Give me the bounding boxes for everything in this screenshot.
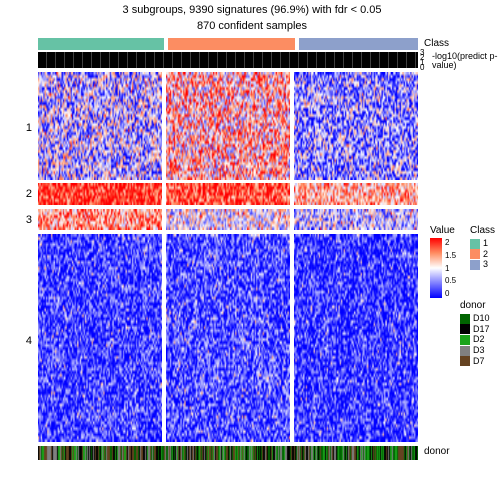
- pvalue-bar: [38, 52, 418, 68]
- legend-donor: donor D10D17D2D3D7: [460, 300, 490, 366]
- heatmap-panel: [166, 209, 290, 231]
- heatmap-panel: [294, 209, 418, 231]
- legend-class-item: 2: [470, 249, 495, 260]
- row-block-label: 4: [26, 335, 32, 347]
- legend-donor-item: D10: [460, 313, 490, 324]
- legend-value: Value 21.510.50: [430, 225, 456, 298]
- legend-class-title: Class: [470, 225, 495, 236]
- legend-class: Class 123: [470, 225, 495, 270]
- legend-donor-title: donor: [460, 300, 490, 311]
- legend-donor-item: D17: [460, 324, 490, 335]
- legend-donor-item: D7: [460, 356, 490, 367]
- heatmap-panel: [38, 209, 162, 231]
- class-annotation-bar: [38, 38, 418, 50]
- heatmap-panel: [38, 234, 162, 442]
- heatmap-row-block: 3: [38, 209, 418, 231]
- donor-annotation-bar: [38, 446, 418, 460]
- heatmap-panel: [294, 234, 418, 442]
- row-block-label: 3: [26, 214, 32, 226]
- class-segment: [168, 38, 294, 50]
- heatmap-panel: [166, 183, 290, 205]
- heatmap-panel: [38, 72, 162, 180]
- heatmap-row-block: 1: [38, 72, 418, 180]
- legend-donor-item: D2: [460, 334, 490, 345]
- row-block-label: 1: [26, 122, 32, 134]
- legend-class-item: 1: [470, 238, 495, 249]
- heatmap: 1 2 3 4: [38, 72, 418, 442]
- heatmap-panel: [294, 72, 418, 180]
- heatmap-row-block: 4: [38, 234, 418, 442]
- class-bar-label: Class: [424, 38, 449, 49]
- class-segment: [38, 38, 164, 50]
- pvalue-axis: 3210: [420, 50, 424, 70]
- legend-value-title: Value: [430, 225, 456, 236]
- heatmap-panel: [166, 234, 290, 442]
- donor-bar-label: donor: [424, 446, 450, 457]
- legend-class-item: 3: [470, 259, 495, 270]
- heatmap-row-block: 2: [38, 183, 418, 205]
- pvalue-bar-label: -log10(predict p-value): [432, 52, 502, 70]
- title-line-1: 3 subgroups, 9390 signatures (96.9%) wit…: [0, 4, 504, 16]
- heatmap-panel: [294, 183, 418, 205]
- legend-donor-item: D3: [460, 345, 490, 356]
- title-line-2: 870 confident samples: [0, 20, 504, 32]
- heatmap-panel: [166, 72, 290, 180]
- row-block-label: 2: [26, 188, 32, 200]
- heatmap-panel: [38, 183, 162, 205]
- class-segment: [299, 38, 418, 50]
